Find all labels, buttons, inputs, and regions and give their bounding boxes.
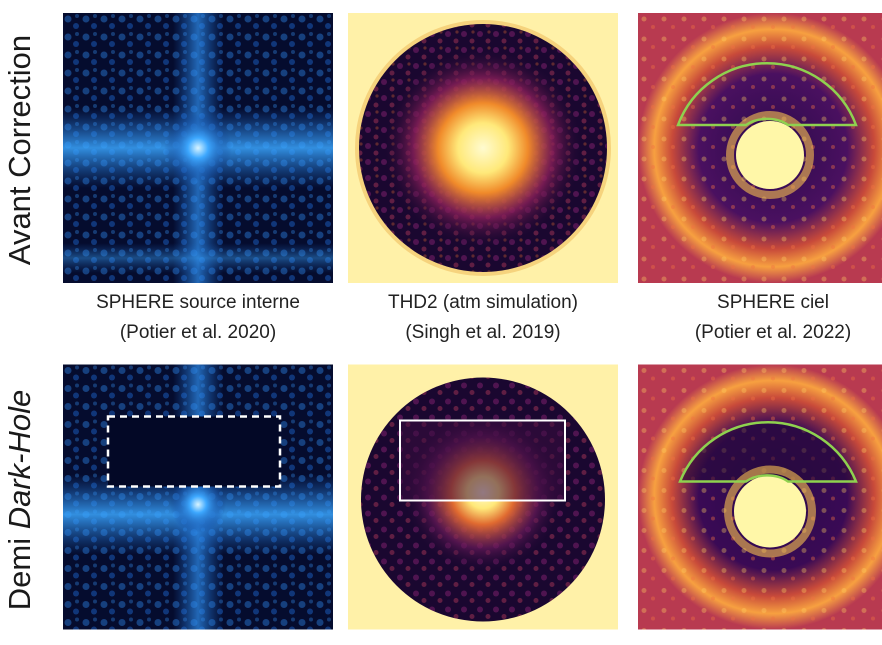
caption-thd2: THD2 (atm simulation) (Singh et al. 2019)	[387, 292, 579, 343]
speckle-image-inferno	[348, 364, 618, 630]
caption-sphere-sky: SPHERE ciel (Potier et al. 2022)	[694, 292, 852, 343]
speckle-image-blue	[63, 364, 333, 630]
dark-hole-box-outline	[399, 419, 566, 502]
row-label-darkhole: Demi Dark-Hole	[2, 389, 37, 611]
annulus-region-outline	[676, 62, 858, 127]
dark-hole-box-outline	[106, 415, 282, 488]
speckle-image-inferno	[638, 13, 882, 283]
panel-sphere-internal-darkhole	[63, 362, 333, 632]
caption-sphere-internal: SPHERE source interne (Potier et al. 2020…	[96, 292, 300, 343]
dark-hole-region	[108, 416, 280, 487]
panel-thd2-before	[348, 13, 618, 283]
annulus-region-outline	[678, 421, 858, 483]
speckle-image-inferno	[638, 364, 882, 630]
panel-sphere-internal-before	[63, 13, 333, 283]
panel-sphere-sky-before	[638, 13, 882, 283]
speckle-image-inferno	[348, 13, 618, 283]
panel-sphere-sky-darkhole	[638, 362, 882, 632]
panel-thd2-darkhole	[348, 362, 618, 632]
row-label-before: Avant Correction	[2, 34, 37, 266]
speckle-image-blue	[63, 13, 333, 283]
